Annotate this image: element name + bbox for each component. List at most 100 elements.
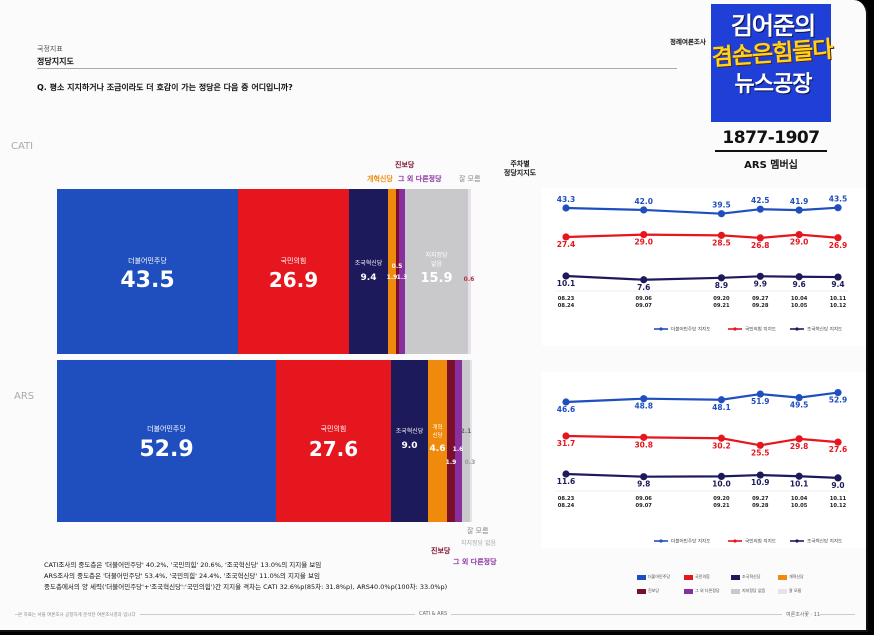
logo-line3: 뉴스공장 xyxy=(734,72,813,97)
cati-value-dk: 0.6 xyxy=(463,276,475,283)
cati-trend-chart: 43.3 42.0 39.5 42.5 41.9 43.5 27.4 29.0 28.5 26.8… xyxy=(556,195,848,333)
cati-trend-point xyxy=(756,272,764,280)
cati-trend-point xyxy=(640,206,648,214)
ars-value-progressive: 1.9 xyxy=(445,459,457,466)
cati-trend-point-label: 42.0 xyxy=(634,197,653,206)
ars-trend-point-label: 29.8 xyxy=(790,442,809,451)
ars-label-reform-2: 신당 xyxy=(432,433,443,439)
ars-bar-ppp xyxy=(276,360,391,522)
logo-rule xyxy=(715,150,827,152)
ars-trend-point xyxy=(795,472,803,480)
trend-title-line2: 정당지지도 xyxy=(503,169,537,177)
legend-item: 더불어민주당 xyxy=(637,574,670,580)
cati-value-other: 1.3 xyxy=(396,274,408,281)
ars-trend-legend-label: 더불어민주당 지지도 xyxy=(671,538,711,545)
cati-trend-point-label: 29.0 xyxy=(634,238,653,247)
ars-trend-point-label: 48.8 xyxy=(634,402,653,411)
cati-trend-point-label: 28.5 xyxy=(712,238,731,247)
ars-trend-tick-label: 10.05 xyxy=(791,503,808,509)
cati-label-none-1: 지지정당 xyxy=(425,252,448,259)
cati-trend-point xyxy=(562,204,570,212)
ars-trend-tick-label: 10.12 xyxy=(830,503,847,509)
ars-trend-series-line xyxy=(565,391,839,404)
cati-bar-rebuild xyxy=(349,189,388,354)
ars-trend-point-label: 48.1 xyxy=(712,403,731,412)
ars-trend-point xyxy=(717,396,726,404)
cati-trend-series-line xyxy=(565,233,839,240)
ars-bar-none xyxy=(462,360,470,522)
ars-trend-point xyxy=(562,398,570,406)
cati-trend-legend-label: 국민의힘 지지도 xyxy=(745,326,776,333)
cati-bar-dk xyxy=(468,189,471,354)
cati-trend-tick-label: 09.06 xyxy=(636,296,653,302)
cati-trend-tick-label: 08.23 xyxy=(558,296,575,302)
cati-trend-point-label: 10.1 xyxy=(557,279,576,288)
cati-trend-point-label: 29.0 xyxy=(790,238,809,247)
cati-value-dem: 43.5 xyxy=(120,268,175,293)
cati-bar-none xyxy=(405,189,468,354)
cati-trend-point-label: 39.5 xyxy=(712,201,731,210)
footer-right: 여론조사꽃 · 11 xyxy=(782,611,821,618)
cati-trend-legend-marker xyxy=(659,327,663,331)
cati-trend-point xyxy=(562,233,570,241)
cati-trend-point-label: 26.8 xyxy=(751,241,770,250)
ars-trend-point-label: 30.8 xyxy=(634,440,653,449)
cati-label-ppp: 국민의힘 xyxy=(280,257,307,265)
ars-label-ppp: 국민의힘 xyxy=(320,425,347,433)
ars-trend-point xyxy=(756,441,764,449)
cati-trend-point-label: 42.5 xyxy=(751,196,770,205)
cati-trend-point-label: 9.6 xyxy=(792,280,805,289)
cati-trend-point-label: 43.5 xyxy=(829,195,848,204)
cati-trend-tick-label: 09.27 xyxy=(752,296,769,302)
cati-value-reform: 1.9 xyxy=(386,274,398,281)
cati-trend-point xyxy=(640,276,648,284)
cati-trend-point xyxy=(834,273,842,281)
cati-trend-series-line xyxy=(565,206,839,215)
cati-trend-tick-label: 09.07 xyxy=(636,303,653,309)
page-title: 정당지지도 xyxy=(37,57,74,66)
ars-trend-point-label: 10.1 xyxy=(790,479,809,488)
cati-trend-legend-label: 더불어민주당 지지도 xyxy=(671,326,711,333)
ars-trend-point xyxy=(562,432,570,440)
ars-label-rebuild: 조국혁신당 xyxy=(395,428,424,435)
ars-trend-point xyxy=(834,474,842,482)
ars-trend-legend-label: 국민의힘 지지도 xyxy=(745,538,776,545)
cati-value-progressive: 0.5 xyxy=(391,263,403,270)
ars-label-dem: 더불어민주당 xyxy=(147,425,186,433)
title-divider xyxy=(37,68,677,69)
ars-callout-other: 그 외 다른정당 xyxy=(453,558,497,566)
cati-trend-tick-label: 09.28 xyxy=(752,303,769,309)
legend-item: 개혁신당 xyxy=(778,574,804,580)
ars-value-rebuild: 9.0 xyxy=(401,441,418,451)
cati-callout-reform: 개혁신당 xyxy=(367,175,393,183)
cati-trend-point xyxy=(795,206,803,214)
cati-trend-legend-label: 조국혁신당 지지도 xyxy=(807,326,842,333)
cati-trend-tick-label: 10.12 xyxy=(830,303,847,309)
cati-trend-point-label: 43.3 xyxy=(557,195,576,204)
cati-callout-dk: 잘 모름 xyxy=(459,175,481,183)
ars-trend-tick-label: 10.11 xyxy=(830,496,847,502)
cati-value-rebuild: 9.4 xyxy=(360,273,377,283)
cati-trend-point xyxy=(717,210,726,218)
ars-bar-progressive xyxy=(447,360,455,522)
ars-bar-other xyxy=(455,360,462,522)
footer-center: CATI & ARS xyxy=(415,611,452,617)
cati-bar-other xyxy=(399,189,405,354)
cati-trend-point-label: 9.4 xyxy=(831,280,844,289)
ars-trend-point xyxy=(717,434,726,442)
ars-callout-dk: 잘 모름 xyxy=(467,527,489,535)
ars-trend-tick-label: 09.07 xyxy=(636,503,653,509)
notes-block: CATI조사의 중도층은 '더불어민주당' 40.2%, '국민의힘' 20.6… xyxy=(44,560,447,593)
ars-trend-point-label: 49.5 xyxy=(790,401,809,410)
ars-trend-tick-label: 09.27 xyxy=(752,496,769,502)
section-label-cati: CATI xyxy=(11,141,34,152)
ars-trend-point xyxy=(640,473,648,481)
cati-trend-point xyxy=(717,274,726,282)
cati-trend-point xyxy=(562,272,570,280)
ars-trend-point-label: 9.0 xyxy=(831,481,844,490)
legend-item: 진보당 xyxy=(637,588,659,594)
cati-bar-ppp xyxy=(238,189,349,354)
ars-trend-point xyxy=(795,394,803,402)
ars-trend-tick-label: 09.28 xyxy=(752,503,769,509)
trend-title-line1: 주차별 xyxy=(510,160,530,168)
